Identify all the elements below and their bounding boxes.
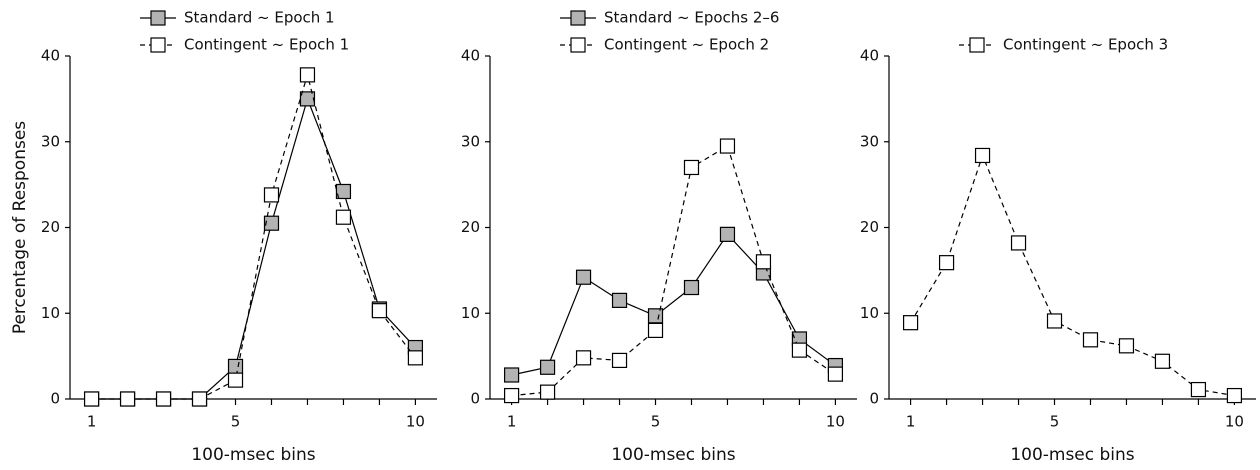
x-axis-label: 100-msec bins [611, 445, 735, 465]
marker [371, 303, 388, 319]
x-tick-label: 1 [87, 413, 97, 431]
legend-label: Standard ~ Epochs 2–6 [604, 9, 779, 27]
y-tick-label: 30 [41, 132, 60, 150]
legend-label: Contingent ~ Epoch 3 [1003, 36, 1168, 54]
marker [503, 367, 520, 383]
marker [1226, 387, 1243, 404]
marker [575, 269, 592, 285]
series-line [511, 233, 836, 376]
marker [938, 255, 955, 271]
marker [575, 350, 592, 366]
marker [827, 366, 844, 382]
marker [1190, 381, 1207, 398]
marker [539, 384, 556, 400]
marker [155, 391, 172, 407]
legend-marker [570, 10, 586, 26]
marker [611, 352, 628, 369]
series-line [511, 145, 836, 397]
legend-marker [570, 37, 586, 53]
y-tick-label: 30 [461, 132, 480, 150]
marker [191, 391, 208, 407]
marker [755, 254, 772, 270]
marker [683, 159, 700, 176]
marker [791, 342, 808, 358]
marker [299, 91, 316, 107]
y-axis-label: Percentage of Responses [10, 121, 30, 334]
y-tick-label: 0 [869, 390, 879, 408]
x-tick-label: 1 [906, 413, 916, 431]
y-tick-label: 40 [41, 47, 60, 65]
marker [263, 215, 280, 231]
y-tick-label: 20 [41, 218, 60, 236]
marker [335, 183, 352, 200]
panel: 0 10 20 30 40 1 5 10 100-msec bins Standard ~ Epo… [461, 9, 857, 465]
marker [683, 279, 700, 296]
x-tick-label: 5 [651, 413, 661, 431]
x-tick-label: 5 [231, 413, 241, 431]
series-line [91, 97, 416, 400]
marker [974, 147, 991, 164]
y-tick-label: 20 [860, 218, 879, 236]
series-line [91, 72, 416, 400]
x-axis-label: 100-msec bins [191, 445, 315, 465]
marker [503, 387, 520, 404]
legend-label: Contingent ~ Epoch 1 [184, 36, 349, 54]
marker [83, 391, 100, 407]
marker [902, 315, 919, 331]
panel: 0 10 20 30 40 1 5 10 100-msec bins Percentage of … [10, 9, 437, 465]
marker [1154, 353, 1171, 369]
legend-marker [969, 37, 985, 53]
series-line [910, 153, 1235, 397]
marker [227, 358, 244, 375]
marker [263, 187, 280, 203]
marker [227, 372, 244, 388]
y-tick-label: 0 [470, 390, 480, 408]
marker [611, 292, 628, 308]
y-tick-label: 10 [41, 304, 60, 322]
y-tick-label: 10 [461, 304, 480, 322]
marker [647, 308, 664, 324]
marker [719, 138, 736, 154]
marker [1010, 235, 1027, 251]
marker [647, 322, 664, 338]
x-tick-label: 10 [1225, 413, 1244, 431]
marker [539, 359, 556, 375]
marker [719, 226, 736, 242]
y-tick-label: 40 [860, 47, 879, 65]
y-tick-label: 20 [461, 218, 480, 236]
marker [1082, 332, 1099, 348]
legend-label: Standard ~ Epoch 1 [184, 9, 335, 27]
y-tick-label: 30 [860, 132, 879, 150]
marker [119, 391, 136, 407]
x-tick-label: 10 [826, 413, 845, 431]
marker [299, 67, 316, 83]
x-tick-label: 10 [406, 413, 425, 431]
x-tick-label: 1 [507, 413, 517, 431]
y-tick-label: 40 [461, 47, 480, 65]
marker [335, 209, 352, 225]
x-axis-label: 100-msec bins [1010, 445, 1134, 465]
panel: 0 10 20 30 40 1 5 10 100-msec bins Contingent ~ E… [860, 36, 1256, 465]
x-tick-label: 5 [1050, 413, 1060, 431]
marker [1046, 313, 1063, 329]
legend-marker [150, 37, 166, 53]
y-tick-label: 10 [860, 304, 879, 322]
y-tick-label: 0 [50, 390, 60, 408]
legend-label: Contingent ~ Epoch 2 [604, 36, 769, 54]
legend-marker [150, 10, 166, 26]
marker [1118, 338, 1135, 354]
marker [407, 350, 424, 366]
